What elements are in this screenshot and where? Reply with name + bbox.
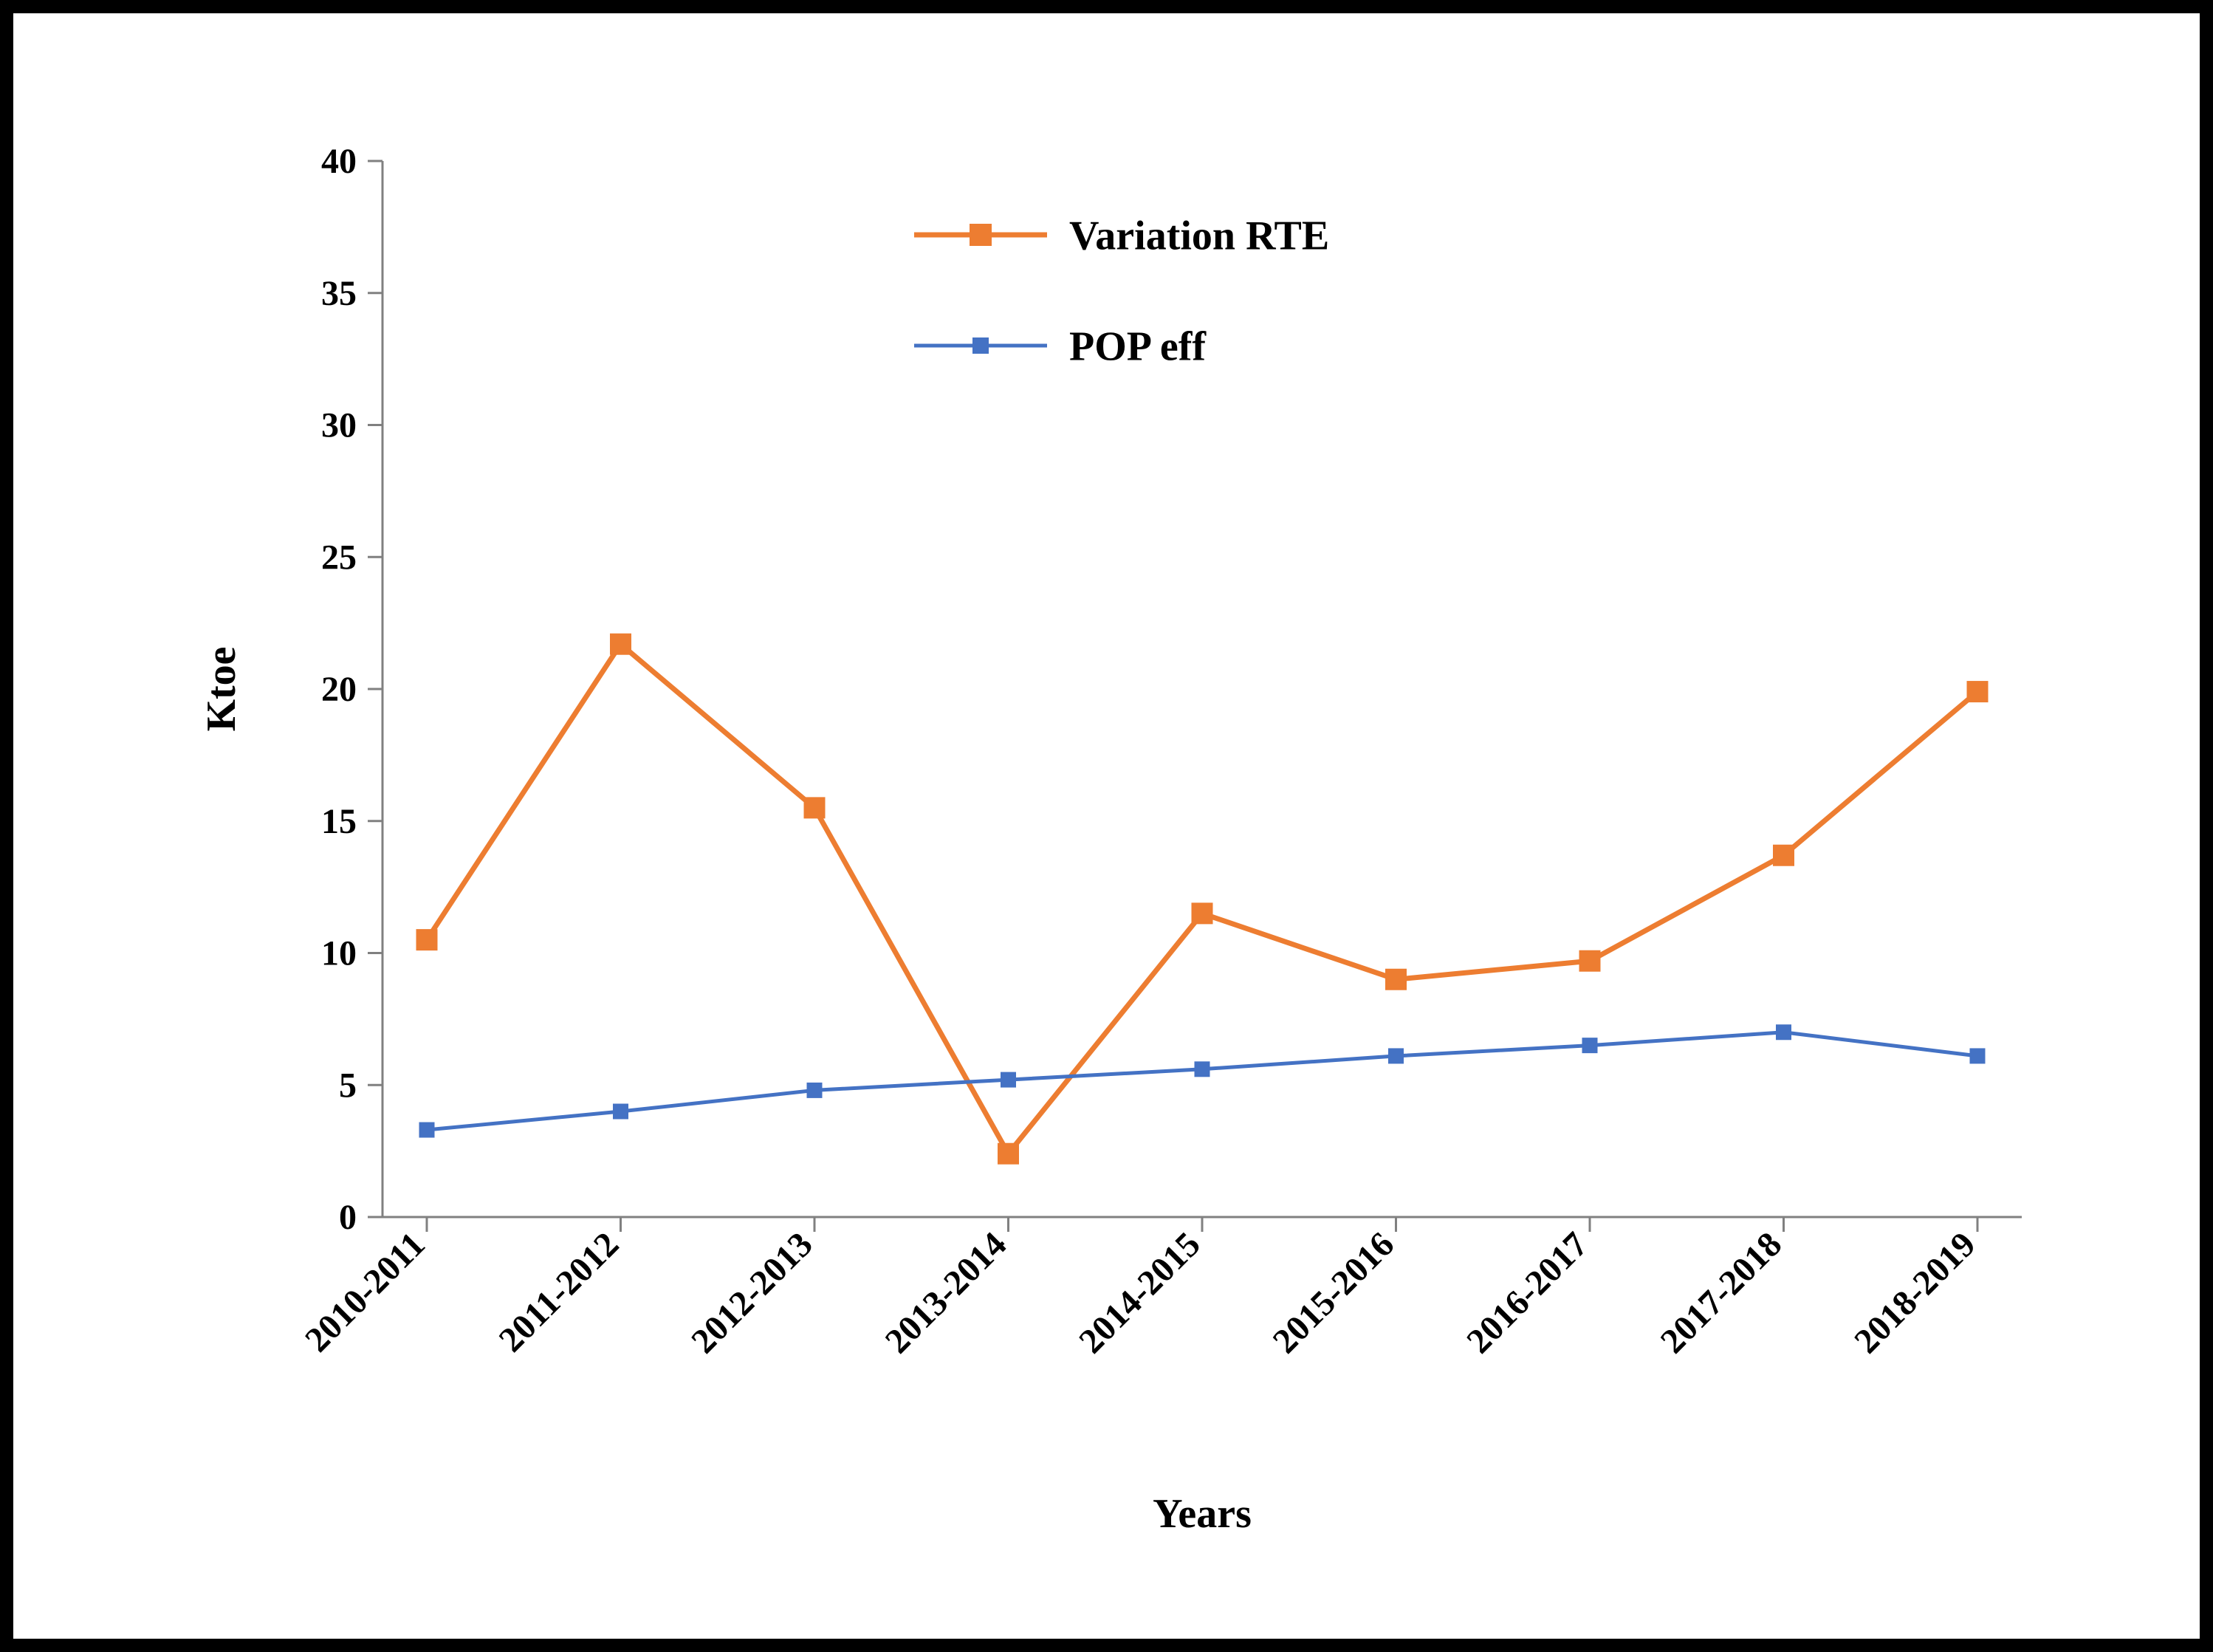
x-tick-label: 2018-2019 [1847,1224,1983,1361]
line-chart: 0 5 10 15 20 25 30 35 40 2010-2011 2011-2012 2012-2… [87,72,2152,1591]
series-marker [1195,1062,1210,1077]
series-marker [1389,1049,1404,1063]
y-tick-label: 35 [321,274,357,313]
y-tick-label: 0 [339,1198,357,1237]
x-tick-label: 2013-2014 [878,1224,1015,1361]
series-marker [1967,682,1988,702]
series-marker [1582,1038,1597,1053]
chart-frame: 0 5 10 15 20 25 30 35 40 2010-2011 2011-2012 2012-2… [0,0,2213,1652]
series-marker [416,930,437,950]
y-tick-label: 20 [321,670,357,709]
legend-label: Variation RTE [1069,213,1329,259]
legend-marker [970,224,992,246]
series-marker [419,1123,434,1137]
series-marker [1579,950,1600,971]
series-line [427,1032,1977,1130]
legend-marker [972,337,989,354]
series-marker [614,1104,628,1119]
x-tick-label: 2011-2012 [492,1224,627,1360]
series-marker [1386,969,1407,990]
x-tick-label: 2010-2011 [298,1224,433,1360]
x-tick-label: 2014-2015 [1071,1224,1208,1361]
series-marker [1970,1049,1985,1063]
x-tick-label: 2017-2018 [1653,1224,1790,1361]
series-marker [1001,1072,1016,1087]
y-tick-label: 30 [321,406,357,445]
y-tick-label: 15 [321,802,357,841]
series-marker [807,1083,822,1097]
x-tick-label: 2016-2017 [1459,1224,1596,1361]
y-tick-label: 25 [321,538,357,577]
series-marker [1774,845,1794,866]
series-marker [1192,903,1212,924]
y-tick-label: 40 [321,142,357,181]
y-tick-label: 5 [339,1066,357,1105]
series-marker [998,1143,1019,1164]
x-tick-label: 2012-2013 [684,1224,820,1361]
chart-container: 0 5 10 15 20 25 30 35 40 2010-2011 2011-2012 2012-2… [87,72,2152,1591]
x-axis-title: Years [1153,1491,1252,1537]
series-line [427,644,1977,1154]
series-marker [1777,1025,1791,1040]
x-tick-label: 2015-2016 [1266,1224,1402,1361]
y-tick-label: 10 [321,934,357,973]
series-marker [804,798,825,818]
series-marker [611,634,631,654]
y-axis-title: Ktoe [199,646,244,731]
legend-label: POP eff [1069,324,1207,370]
